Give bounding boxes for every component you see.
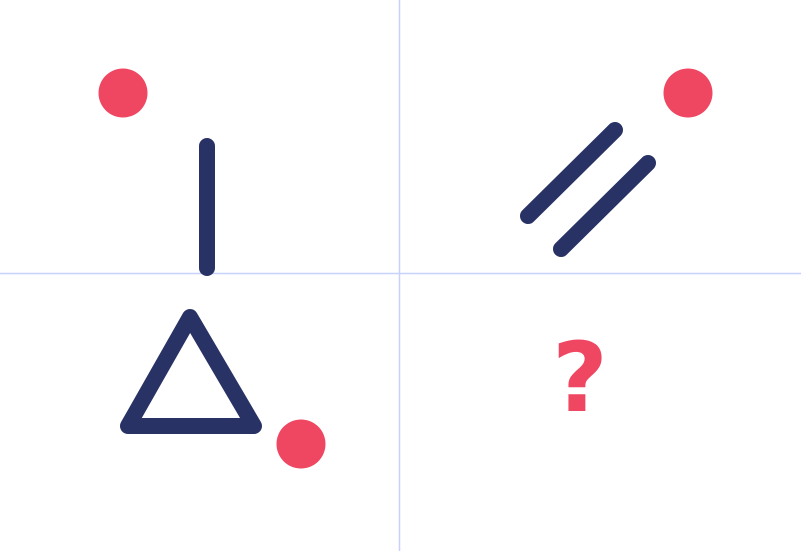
cell-bottom-left — [120, 309, 326, 469]
diagonal-line-icon-lower — [553, 155, 656, 257]
question-mark-icon: ? — [552, 322, 608, 434]
triangle-icon — [120, 309, 262, 434]
dot-icon-bottom-left — [276, 419, 326, 469]
dot-icon-top-right — [663, 68, 713, 118]
diagonal-line-icon-upper — [520, 122, 623, 224]
dot-icon-top-left — [98, 68, 148, 118]
cell-top-right — [520, 68, 713, 257]
cell-top-left — [98, 68, 215, 276]
